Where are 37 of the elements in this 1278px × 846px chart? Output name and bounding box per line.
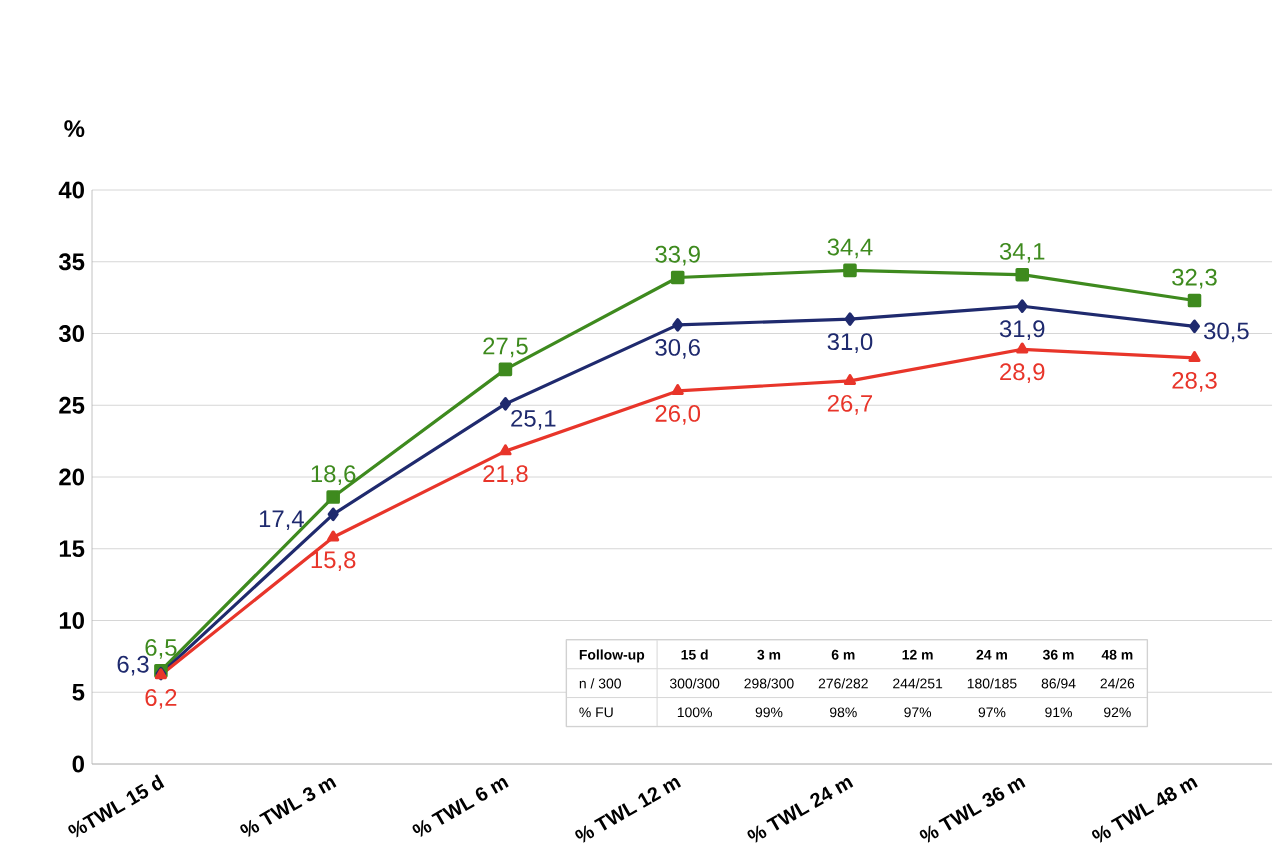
- x-tick-label: % TWL 24 m: [747, 778, 854, 843]
- y-tick-label: 0: [72, 755, 84, 773]
- y-axis-title: %: [64, 120, 85, 138]
- data-label: 6,5: [145, 638, 177, 659]
- data-label: 28,9: [1000, 363, 1045, 384]
- data-label: 34,1: [999, 242, 1045, 263]
- y-tick-label: 35: [58, 253, 85, 271]
- x-tick-label: % TWL 36 m: [919, 778, 1026, 843]
- y-tick-label: 30: [58, 325, 84, 342]
- data-label: 34,4: [827, 238, 873, 259]
- data-label: 31,9: [999, 320, 1045, 341]
- data-label: 30,6: [655, 338, 700, 359]
- data-label: 21,8: [483, 465, 528, 485]
- y-tick-label: 5: [72, 683, 85, 701]
- x-tick-label: % TWL 12 m: [575, 778, 682, 843]
- data-label: 32,3: [1172, 268, 1217, 289]
- data-label: 26,0: [655, 404, 701, 425]
- data-label: 17,4: [259, 510, 304, 531]
- data-label: 26,7: [827, 394, 873, 415]
- x-tick-label: % TWL 48 m: [1092, 778, 1198, 843]
- x-tick-label: % TWL 6 m: [412, 778, 509, 838]
- data-label: 18,6: [311, 465, 356, 486]
- data-label: 6,3: [117, 655, 149, 676]
- data-label: 27,5: [483, 337, 528, 358]
- data-label: 31,0: [827, 333, 873, 353]
- data-label: 6,2: [145, 689, 177, 709]
- data-label: 33,9: [655, 245, 700, 266]
- y-tick-label: 20: [59, 468, 84, 486]
- y-tick-label: 40: [58, 181, 84, 199]
- data-label: 25,1: [511, 409, 556, 430]
- x-tick-label: % TWL 3 m: [240, 778, 337, 838]
- y-tick-label: 15: [59, 540, 85, 558]
- data-label: 30,5: [1204, 322, 1249, 343]
- data-label: 15,8: [311, 551, 356, 572]
- y-tick-label: 10: [59, 612, 84, 629]
- data-label: 28,3: [1172, 371, 1217, 392]
- y-tick-label: 25: [59, 396, 85, 414]
